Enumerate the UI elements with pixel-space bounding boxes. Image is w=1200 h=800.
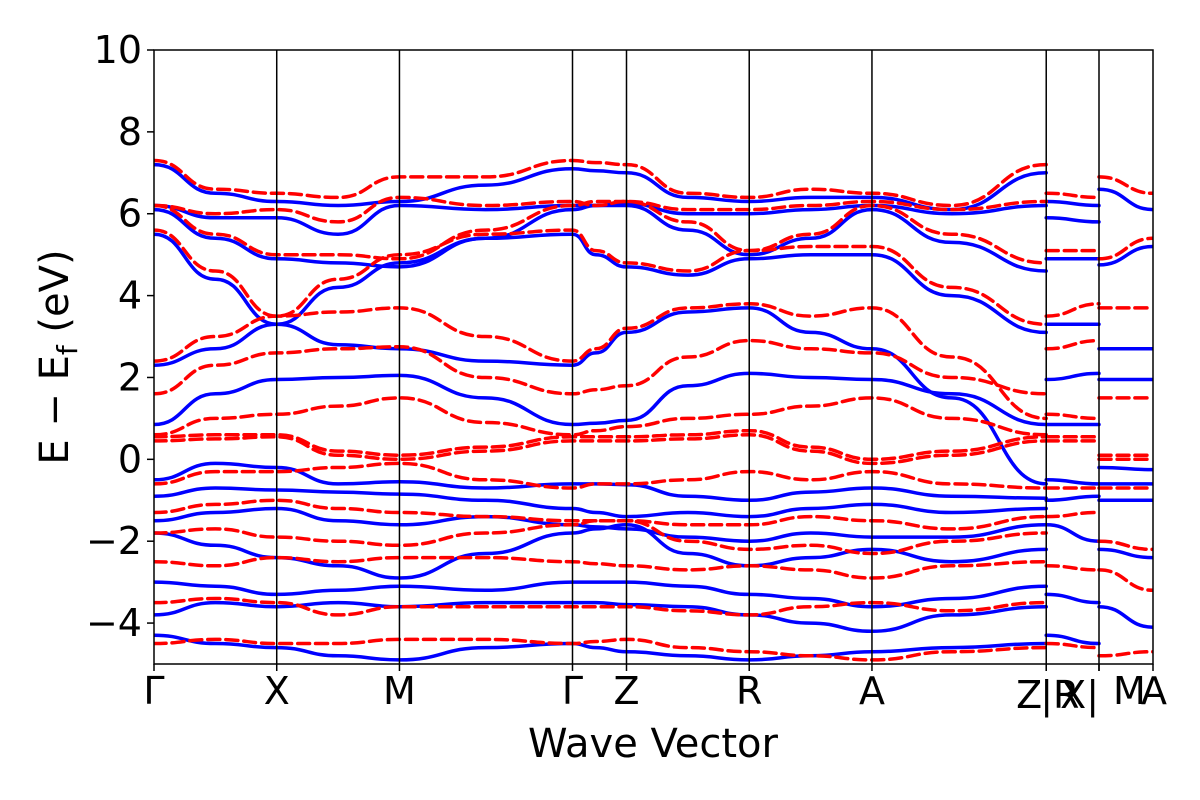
high-symmetry-lines [275,50,1100,664]
dashed-band-11 [154,518,1048,556]
x-tick-label-8: |R [1040,673,1079,718]
x-tick-label-11: A [1141,669,1167,713]
solid-band-31 [1097,547,1153,560]
dashed-band-35 [1097,649,1153,658]
y-tick-label-4: 2 [118,355,142,399]
y-axis-label-main: E − E [32,355,78,465]
solid-band-1 [154,306,1048,486]
x-tick-label-3: Γ [562,669,583,713]
dashed-band-18 [1044,338,1101,351]
solid-band-28 [1097,465,1153,472]
plot-frame [153,49,1154,665]
x-tick-label-5: R [736,669,762,713]
solid-band-18 [1044,199,1101,208]
y-tick-label-7: −4 [86,601,142,645]
y-axis-label: E − Ef (eV) [32,249,84,464]
band-lines [154,158,1153,662]
y-axis-ticks: 10 8 6 4 2 0 −2 −4 [86,28,154,645]
solid-band-14 [1044,371,1101,382]
dashed-band-12 [154,555,1048,580]
dashed-band-4 [154,302,1048,421]
x-tick-label-6: A [859,669,885,713]
y-tick-label-6: −2 [86,519,142,563]
y-tick-label-5: 0 [118,437,142,481]
solid-band-17 [1044,216,1101,224]
solid-band-22 [1044,592,1101,605]
x-tick-label-10: M [1113,669,1146,713]
x-tick-label-4: Z [613,669,639,713]
y-tick-label-3: 4 [118,274,142,318]
x-tick-label-7: Z [1016,673,1042,717]
solid-band-20 [1044,494,1101,503]
solid-band-8 [154,506,1048,543]
solid-band-7 [154,486,1048,519]
solid-band-26 [1097,244,1153,267]
dashed-band-19 [1044,302,1101,318]
solid-band-10 [154,580,1048,609]
x-tick-label-2: M [383,669,416,713]
solid-band-21 [1044,523,1101,543]
dashed-band-17 [1044,412,1101,421]
solid-band-32 [1097,604,1153,629]
x-axis-ticks: Γ X M Γ Z R A Z|RX| MA [143,664,1167,718]
y-tick-label-0: 10 [94,28,142,72]
solid-band-19 [1044,478,1101,486]
dashed-band-24 [1044,564,1101,572]
dashed-band-33 [1097,539,1153,552]
y-axis-label-unit: (eV) [32,249,78,345]
dashed-band-21 [1044,191,1101,200]
x-tick-label-0: Γ [143,669,164,713]
dashed-band-31 [1097,175,1153,196]
solid-band-12 [154,633,1048,662]
solid-band-27 [1097,187,1153,212]
dashed-band-13 [154,596,1048,617]
x-tick-label-1: X [264,669,290,713]
x-axis-label: Wave Vector [528,721,779,767]
solid-band-23 [1044,633,1101,646]
dashed-band-23 [1044,510,1101,519]
y-axis-label-sub: f [51,344,84,355]
dashed-band-34 [1097,568,1153,593]
y-tick-label-2: 6 [118,192,142,236]
dashed-band-9 [154,461,1048,490]
x-tick-label-9: X| [1060,673,1099,718]
dashed-band-30 [1097,236,1153,261]
dashed-band-14 [154,637,1048,662]
dashed-band-7 [154,195,1048,224]
y-tick-label-1: 8 [118,110,142,154]
dashed-band-25 [1044,641,1101,650]
